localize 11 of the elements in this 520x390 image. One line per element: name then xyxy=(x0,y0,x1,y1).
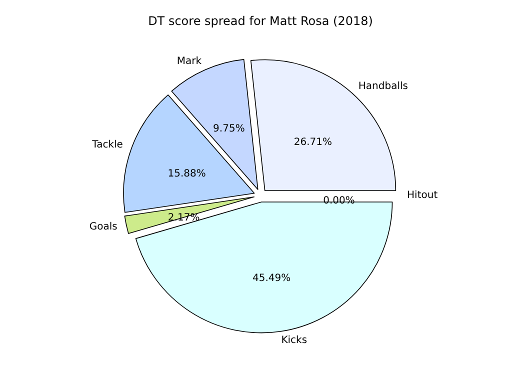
data-label: 9.75% xyxy=(213,124,245,135)
data-label: 26.71% xyxy=(294,137,332,148)
data-label: 15.88% xyxy=(168,168,206,180)
slice-label: Handballs xyxy=(358,81,408,92)
chart-title: DT score spread for Matt Rosa (2018) xyxy=(148,14,373,28)
slice-label: Kicks xyxy=(281,335,308,346)
data-label: 45.49% xyxy=(252,273,291,284)
category-label: Hitout xyxy=(407,190,438,201)
slice-label: Tackle xyxy=(91,140,123,151)
slice-label: Goals xyxy=(89,221,118,232)
slice-label: Mark xyxy=(176,56,202,67)
